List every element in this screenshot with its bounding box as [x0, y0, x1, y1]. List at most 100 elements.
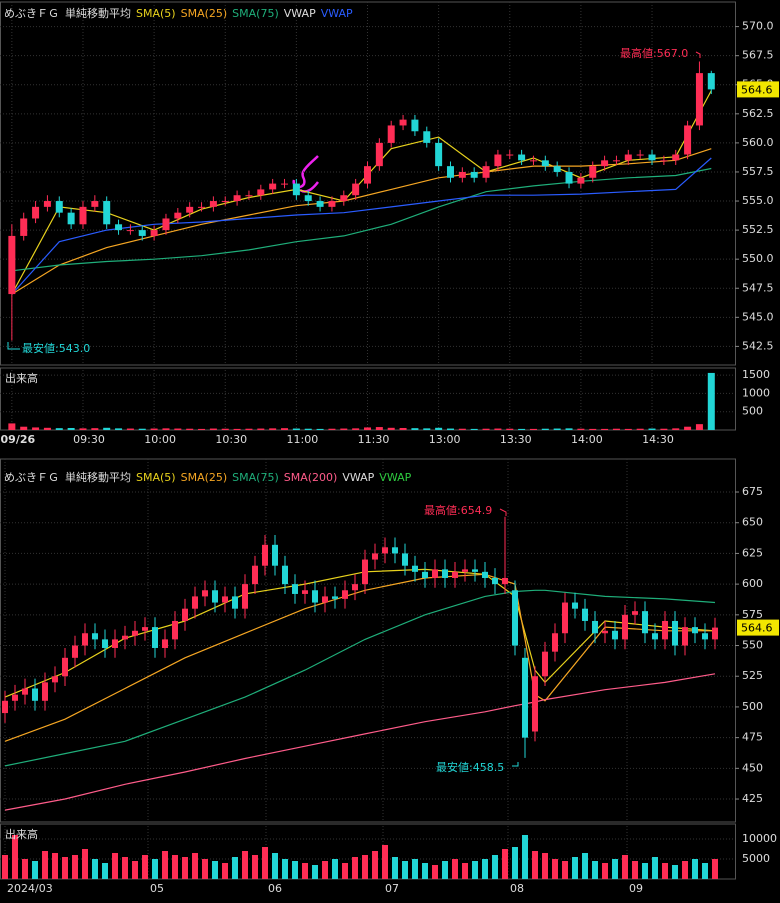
candle-body [132, 630, 138, 636]
x-tick-label: 11:00 [287, 433, 319, 446]
volume-bar [442, 861, 448, 879]
candle-body [372, 553, 378, 560]
volume-bar [262, 847, 268, 879]
candle-body [692, 627, 698, 634]
volume-bar [522, 835, 528, 879]
volume-bar [422, 863, 428, 879]
volume-bar [470, 428, 478, 430]
candle-body [55, 201, 63, 213]
candle-body [695, 73, 703, 126]
volume-bar [192, 853, 198, 879]
candle-body [152, 627, 158, 648]
volume-bar [245, 428, 253, 430]
candle-body [91, 201, 99, 207]
sma-line [11, 167, 712, 272]
candle-body [624, 154, 632, 161]
last-price-label: 564.6 [741, 622, 773, 635]
volume-tick-label: 500 [742, 405, 763, 418]
legend-item: VWAP [379, 471, 411, 484]
volume-bar [126, 428, 134, 430]
candle-body [422, 571, 428, 578]
volume-bar [362, 855, 368, 879]
volume-bar [582, 853, 588, 879]
y-tick-label: 567.5 [742, 49, 774, 62]
sma-line [4, 589, 716, 767]
legend-item: VWAP [342, 471, 374, 484]
legend: めぶきＦＧ 単純移動平均 SMA(5) SMA(25) SMA(75) SMA(200) V… [4, 470, 412, 484]
volume-bar [553, 428, 561, 430]
volume-bar [103, 427, 111, 430]
volume-bar [695, 424, 703, 430]
volume-tick-label: 5000 [742, 852, 770, 865]
candle-body [316, 201, 324, 207]
x-tick-label: 10:30 [215, 433, 247, 446]
y-tick-label: 525 [742, 669, 763, 682]
candle-body [589, 166, 597, 178]
volume-bar [542, 853, 548, 879]
volume-bar [572, 857, 578, 879]
candle-body [572, 602, 578, 609]
volume-bar [472, 861, 478, 879]
y-tick-label: 500 [742, 700, 763, 713]
candle-body [412, 565, 418, 572]
volume-bar [512, 847, 518, 879]
candle-body [2, 700, 8, 714]
x-tick-label: 14:00 [571, 433, 603, 446]
volume-bar [62, 857, 68, 879]
candle-body [660, 160, 668, 162]
candle-body [512, 590, 518, 646]
candle-body [198, 206, 206, 208]
candle-body [672, 154, 680, 161]
candle-body [601, 160, 609, 167]
high-arrow [499, 508, 507, 516]
candle-body [662, 620, 668, 640]
candle-body [529, 160, 537, 162]
volume-bar [662, 863, 668, 879]
sma-line [4, 673, 716, 811]
y-tick-label: 550 [742, 639, 763, 652]
volume-bar [702, 863, 708, 879]
volume-bar [672, 865, 678, 879]
volume-bar [292, 428, 300, 430]
candle-body [103, 201, 111, 225]
high-label: 最高値:567.0 [620, 46, 688, 60]
x-tick-label: 09 [629, 882, 643, 895]
candle-body [562, 602, 568, 634]
volume-bar [302, 863, 308, 879]
volume-bar [458, 428, 466, 430]
volume-bar [494, 428, 502, 430]
volume-bar [252, 855, 258, 879]
volume-bar [12, 835, 18, 879]
volume-bar [589, 428, 597, 430]
volume-bar [518, 428, 526, 430]
volume-bar [212, 861, 218, 879]
candle-body [328, 201, 336, 207]
volume-bar [648, 428, 656, 430]
candle-body [43, 201, 51, 207]
volume-bar [272, 853, 278, 879]
candle-body [577, 177, 585, 184]
volume-bar [506, 428, 514, 430]
y-tick-label: 550.0 [742, 252, 774, 265]
volume-bar [102, 863, 108, 879]
x-tick-label: 2024/03 [7, 882, 53, 895]
volume-bar [682, 861, 688, 879]
volume-bar [138, 428, 146, 430]
volume-bar [375, 427, 383, 430]
candle-body [552, 633, 558, 652]
candle-body [192, 596, 198, 609]
candle-body [602, 630, 608, 634]
candle-body [79, 206, 87, 225]
volume-bar [150, 428, 158, 430]
volume-bar [112, 853, 118, 879]
low-label: 最安値:458.5 [436, 760, 504, 774]
candle-body [553, 166, 561, 172]
candle-body [304, 195, 312, 202]
volume-bar [636, 428, 644, 430]
legend-item: SMA(25) [181, 7, 228, 20]
candle-body [458, 171, 466, 178]
y-tick-label: 425 [742, 792, 763, 805]
candle-body [72, 645, 78, 658]
candle-body [292, 183, 300, 196]
candle-body [281, 183, 289, 185]
